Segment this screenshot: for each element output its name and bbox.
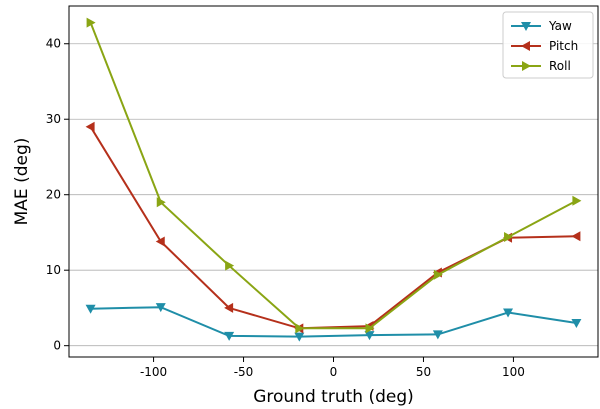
legend-marker-roll: [522, 61, 531, 71]
data-point-pitch: [571, 231, 581, 242]
series-yaw: [85, 303, 582, 342]
data-point-yaw: [155, 303, 166, 313]
data-point-yaw: [294, 332, 305, 342]
x-axis-label: Ground truth (deg): [253, 387, 414, 407]
y-tick-label: 40: [46, 37, 61, 51]
data-point-yaw: [364, 331, 375, 341]
data-point-yaw: [432, 330, 443, 340]
legend-label-yaw: Yaw: [548, 19, 572, 33]
legend-label-roll: Roll: [549, 59, 571, 73]
data-point-roll: [572, 195, 582, 206]
series-layer: [85, 17, 582, 342]
data-point-yaw: [571, 319, 582, 329]
data-point-roll: [504, 231, 514, 242]
gridlines: [69, 43, 598, 347]
data-point-yaw: [85, 304, 96, 314]
data-point-pitch: [155, 236, 165, 247]
data-point-roll: [433, 269, 443, 280]
data-point-roll: [295, 323, 305, 334]
data-point-roll: [225, 260, 235, 271]
y-tick-label: 30: [46, 112, 61, 126]
series-roll: [86, 17, 582, 334]
data-point-pitch: [224, 302, 234, 313]
x-tick-label: -100: [140, 365, 167, 379]
series-line-yaw: [90, 306, 577, 338]
y-axis-ticks: 0 10 20 30 40: [46, 37, 69, 353]
series-line-roll: [89, 22, 577, 330]
data-point-roll: [86, 17, 96, 28]
x-axis-ticks: -100 -50 0 50 100: [140, 357, 525, 379]
data-point-roll: [156, 197, 166, 208]
legend: Yaw Pitch Roll: [502, 11, 594, 79]
x-tick-label: 100: [502, 365, 525, 379]
x-tick-label: -50: [234, 365, 254, 379]
y-axis-label: MAE (deg): [12, 138, 32, 226]
y-tick-label: 0: [53, 339, 61, 353]
data-point-yaw: [503, 308, 514, 318]
x-tick-label: 0: [330, 365, 338, 379]
data-point-yaw: [224, 331, 235, 341]
legend-marker-pitch: [521, 41, 530, 51]
data-point-roll: [365, 323, 375, 334]
legend-label-pitch: Pitch: [549, 39, 578, 53]
y-tick-label: 10: [46, 263, 61, 277]
data-point-pitch: [85, 121, 95, 132]
y-tick-label: 20: [46, 188, 61, 202]
series-pitch: [85, 121, 581, 334]
series-line-pitch: [89, 126, 577, 330]
legend-marker-yaw: [521, 22, 531, 31]
x-tick-label: 50: [416, 365, 431, 379]
